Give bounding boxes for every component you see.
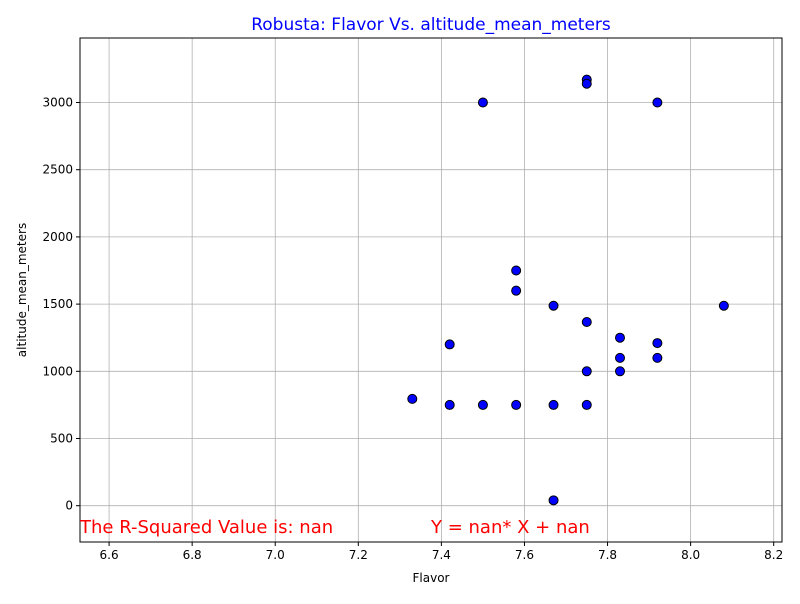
y-tick-label: 2500: [42, 163, 73, 177]
scatter-point: [652, 352, 663, 363]
x-tick-label: 8.2: [764, 548, 783, 562]
x-tick-label: 8.0: [681, 548, 700, 562]
scatter-point: [581, 316, 592, 327]
scatter-point: [581, 366, 592, 377]
y-tick-label: 2000: [42, 230, 73, 244]
y-tick-label: 3000: [42, 96, 73, 110]
scatter-point: [444, 339, 455, 350]
scatter-point: [548, 300, 559, 311]
y-axis-ticks: 0 500 1000 1500 2000 2500 3000: [42, 96, 80, 513]
plot-area-frame: [79, 37, 783, 543]
y-tick-label: 1000: [42, 364, 73, 378]
scatter-point: [511, 265, 522, 276]
scatter-point: [548, 495, 559, 506]
scatter-point: [511, 285, 522, 296]
scatter-point: [615, 332, 625, 343]
x-axis-label: Flavor: [413, 571, 450, 585]
data-points: [407, 74, 729, 506]
scatter-point: [511, 399, 522, 410]
scatter-point: [407, 393, 418, 404]
scatter-point: [652, 97, 663, 108]
scatter-point: [581, 399, 592, 410]
chart-title: Robusta: Flavor Vs. altitude_mean_meters: [251, 15, 611, 35]
scatter-point: [718, 300, 729, 311]
r-squared-annotation: The R-Squared Value is: nan: [79, 517, 333, 538]
x-tick-label: 6.8: [183, 548, 202, 562]
y-tick-label: 500: [50, 432, 73, 446]
x-axis-ticks: 6.6 6.8 7.0 7.2 7.4 7.6 7.8 8.0 8.2: [100, 542, 783, 562]
y-tick-label: 1500: [42, 297, 73, 311]
y-axis-label: altitude_mean_meters: [15, 223, 29, 357]
scatter-point: [548, 399, 559, 410]
x-tick-label: 7.0: [266, 548, 285, 562]
x-tick-label: 6.6: [100, 548, 119, 562]
y-tick-label: 0: [65, 499, 73, 513]
scatter-point: [615, 352, 625, 363]
scatter-point: [477, 97, 488, 108]
x-tick-label: 7.4: [432, 548, 451, 562]
x-tick-label: 7.6: [515, 548, 534, 562]
grid-lines: [80, 38, 782, 542]
scatter-point: [477, 399, 488, 410]
x-tick-label: 7.8: [598, 548, 617, 562]
scatter-point: [581, 78, 592, 89]
scatter-point: [652, 338, 663, 349]
x-tick-label: 7.2: [349, 548, 368, 562]
regression-equation-annotation: Y = nan* X + nan: [430, 517, 590, 538]
scatter-point: [444, 399, 455, 410]
scatter-point: [615, 366, 625, 377]
